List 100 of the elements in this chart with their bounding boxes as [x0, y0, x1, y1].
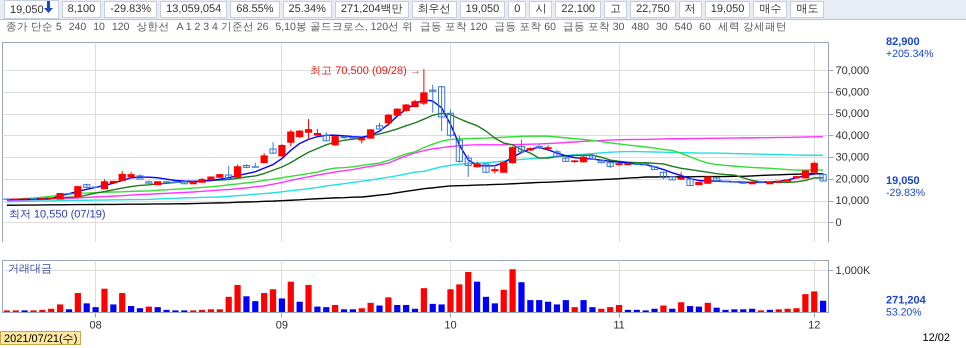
text: 13,059,054	[160, 1, 228, 18]
bar	[57, 304, 64, 312]
bar	[527, 300, 534, 312]
bar	[811, 291, 818, 312]
bar	[509, 269, 516, 312]
y-tick-label: 60,000	[836, 86, 870, 98]
bar	[660, 306, 667, 312]
bar	[544, 302, 552, 312]
bar	[465, 272, 472, 312]
text: 0	[508, 1, 526, 18]
bar	[216, 309, 223, 312]
bar	[456, 284, 462, 312]
bar	[562, 300, 569, 312]
bar	[296, 302, 303, 312]
text: 10	[93, 20, 105, 34]
bar	[376, 306, 383, 312]
text: -29.83%	[104, 1, 158, 18]
bar	[589, 307, 596, 312]
text: 480	[631, 20, 649, 34]
bar	[243, 296, 250, 312]
bar	[793, 308, 800, 312]
y-tick-label: 10,000	[836, 195, 870, 208]
bar	[696, 306, 702, 312]
candlestick	[260, 152, 268, 164]
bar	[92, 307, 99, 312]
bar	[350, 309, 356, 312]
bar	[84, 303, 90, 312]
bar	[776, 309, 782, 312]
x-tick-label: 09	[276, 320, 288, 332]
bar	[305, 284, 312, 312]
text: 상한선	[136, 20, 170, 34]
bar	[678, 302, 684, 312]
bar	[420, 288, 427, 312]
bar	[740, 309, 746, 312]
candlestick	[74, 186, 82, 198]
text: 시	[529, 1, 552, 18]
bar	[607, 307, 614, 312]
text: 53.20%	[886, 306, 922, 319]
bar	[119, 293, 126, 312]
y-tick-label: 1,000K	[836, 264, 872, 277]
text: -29.83%	[886, 187, 926, 200]
text: 8,100	[62, 1, 102, 18]
bar	[572, 307, 578, 312]
text: 저	[678, 1, 702, 18]
bar	[669, 308, 676, 312]
bar	[438, 304, 445, 312]
bar	[128, 306, 134, 312]
text: 세력 강세패턴	[718, 20, 787, 34]
text: 종가 단순 5	[6, 20, 62, 34]
bar	[616, 304, 622, 312]
annotation: 최고 70,500 (09/28) →	[310, 65, 421, 78]
bar	[146, 306, 152, 312]
candlestick	[269, 142, 277, 154]
text: 2021/07/21(수)	[0, 331, 82, 345]
bar	[447, 289, 454, 312]
text: +205.34%	[886, 48, 934, 60]
bar	[252, 301, 258, 312]
x-tick-label: 10	[444, 320, 457, 332]
text: 급등 포착 30	[562, 20, 624, 34]
text: 60	[699, 20, 711, 34]
bar	[234, 284, 241, 312]
bar	[314, 306, 321, 312]
bar	[136, 308, 144, 312]
bar	[261, 293, 268, 312]
bar	[580, 300, 587, 312]
candlestick	[446, 108, 454, 138]
candlestick	[518, 138, 526, 154]
text: 최우선	[412, 1, 457, 18]
x-tick-label: 08	[89, 320, 102, 332]
bar	[403, 304, 410, 312]
text: 급등 포착 60	[494, 20, 556, 34]
y-tick-label: 0	[836, 216, 842, 229]
text: 25.34%	[282, 1, 332, 18]
text: 240	[68, 20, 86, 34]
bar	[820, 300, 826, 312]
text: 30	[656, 20, 668, 34]
bar	[154, 307, 161, 312]
text: 540	[674, 20, 692, 34]
text: 12/02	[922, 331, 950, 345]
bar	[332, 304, 338, 312]
text: 5,10봉 골드크로스, 120선 위	[275, 20, 414, 34]
bar	[278, 298, 286, 312]
y-tick-label: 50,000	[836, 108, 870, 120]
line-series	[6, 150, 824, 202]
text: 68.55%	[230, 1, 280, 18]
text: A 1 2 3 4 기준선 26	[176, 20, 268, 34]
text: 거래대금	[8, 263, 52, 275]
bar	[714, 308, 720, 312]
bar	[110, 304, 116, 312]
candlestick	[225, 165, 232, 180]
bar	[385, 297, 392, 312]
text: 271,204	[886, 294, 927, 307]
bar	[704, 302, 711, 312]
bar	[802, 294, 808, 312]
text: 매도	[790, 1, 824, 18]
y-tick-label: 20,000	[836, 173, 870, 186]
bar	[430, 304, 436, 312]
bar	[598, 308, 604, 312]
bar	[492, 303, 498, 312]
y-tick-label: 30,000	[836, 152, 870, 164]
